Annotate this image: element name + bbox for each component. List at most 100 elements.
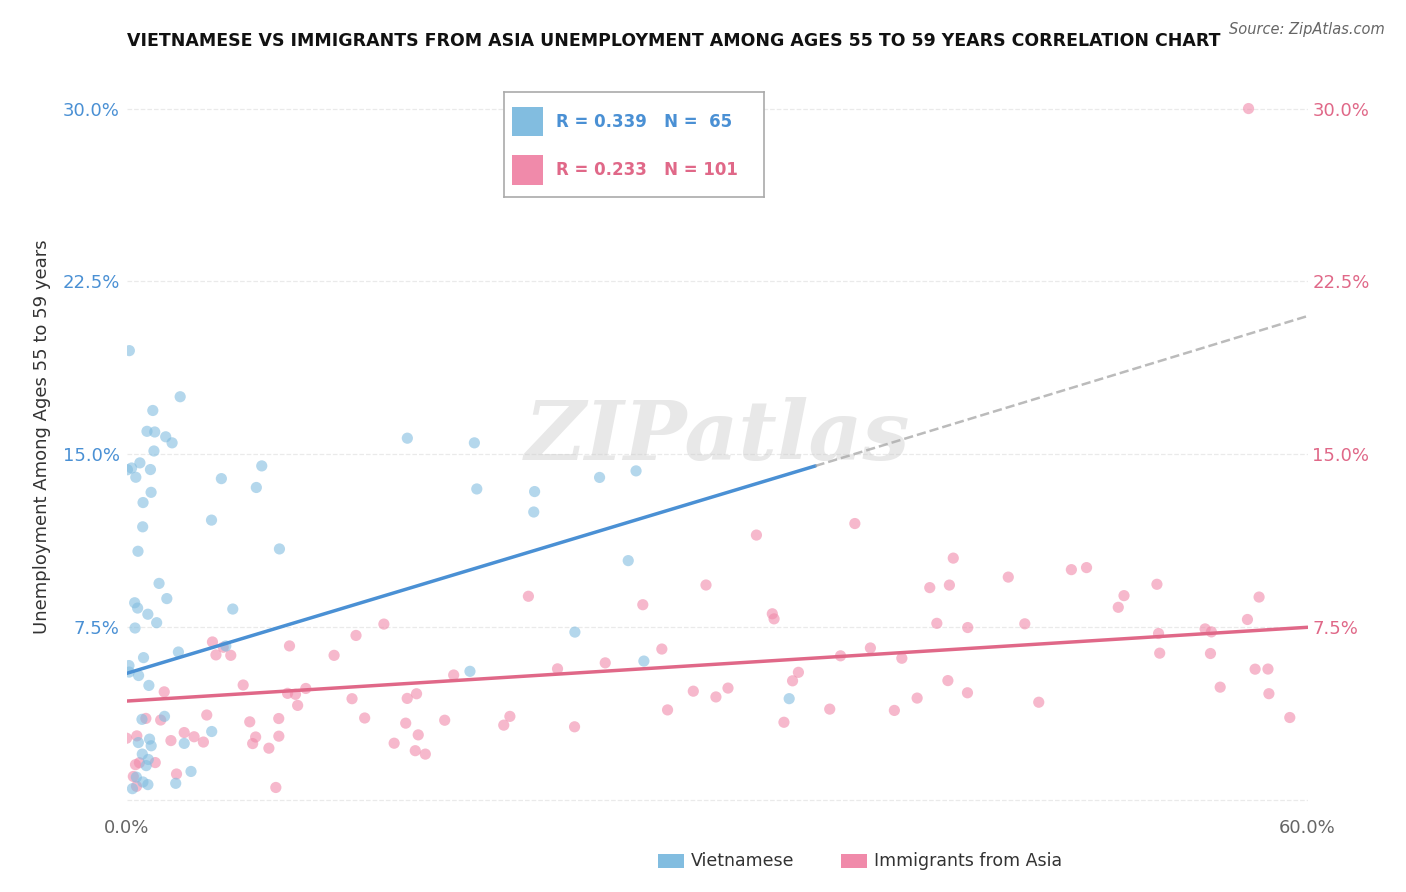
Point (145, 615, 167, 630)
Point (242, 737, 264, 751)
Point (141, 739, 163, 753)
Point (859, 640, 882, 655)
Point (143, 425, 166, 439)
Point (205, 648, 228, 662)
Point (165, 776, 187, 790)
Point (1278, 710, 1301, 724)
Point (1199, 647, 1222, 661)
Point (127, 735, 149, 749)
Point (135, 711, 157, 725)
Point (404, 744, 426, 758)
Point (657, 703, 679, 717)
Point (136, 752, 159, 766)
Point (465, 482, 488, 496)
Text: Vietnamese: Vietnamese (692, 852, 794, 871)
Point (125, 729, 148, 743)
Point (155, 430, 177, 444)
Point (323, 648, 346, 663)
Point (1201, 624, 1223, 639)
Point (344, 628, 367, 642)
Point (340, 691, 363, 706)
Point (633, 654, 655, 668)
Point (128, 456, 150, 470)
Point (131, 712, 153, 726)
Point (136, 607, 159, 622)
Point (125, 470, 148, 484)
Point (433, 713, 456, 727)
Point (160, 435, 183, 450)
Point (139, 485, 162, 500)
Point (277, 686, 299, 700)
Point (142, 444, 165, 458)
Text: Source: ZipAtlas.com: Source: ZipAtlas.com (1229, 22, 1385, 37)
Point (139, 462, 162, 476)
Point (382, 736, 405, 750)
Point (492, 718, 515, 732)
Point (1060, 563, 1083, 577)
Point (1209, 680, 1232, 694)
Point (295, 681, 318, 696)
Point (782, 673, 804, 688)
Point (1112, 589, 1135, 603)
Point (1194, 622, 1216, 636)
Point (443, 668, 465, 682)
Point (143, 756, 166, 770)
Point (131, 747, 153, 761)
Point (153, 685, 176, 699)
Point (717, 681, 740, 695)
Point (118, 665, 141, 679)
Point (883, 703, 905, 717)
Point (136, 425, 159, 439)
Point (745, 528, 768, 542)
Point (763, 612, 786, 626)
Point (918, 581, 941, 595)
Point (406, 728, 429, 742)
Point (132, 650, 155, 665)
Point (267, 712, 290, 726)
Point (222, 602, 245, 616)
Point (135, 758, 157, 772)
Point (167, 645, 190, 659)
Point (373, 617, 395, 632)
Point (121, 461, 143, 475)
Point (195, 708, 218, 723)
Point (269, 541, 291, 556)
Point (127, 544, 149, 558)
Point (564, 720, 586, 734)
Y-axis label: Unemployment Among Ages 55 to 59 years: Unemployment Among Ages 55 to 59 years (34, 240, 51, 634)
Point (695, 578, 717, 592)
Point (1257, 662, 1279, 676)
Point (890, 651, 912, 665)
Point (844, 516, 866, 531)
Point (1257, 687, 1279, 701)
Point (1014, 616, 1036, 631)
Point (132, 775, 155, 789)
Point (156, 591, 179, 606)
Point (523, 484, 546, 499)
Point (956, 686, 979, 700)
Point (938, 578, 960, 592)
Point (219, 648, 242, 663)
Point (830, 648, 852, 663)
Point (1028, 695, 1050, 709)
Point (173, 725, 195, 739)
Point (936, 673, 959, 688)
Point (624, 464, 647, 478)
Point (115, 731, 138, 746)
Point (122, 769, 145, 783)
Point (905, 691, 928, 706)
Point (148, 576, 170, 591)
Point (131, 520, 153, 534)
Point (631, 598, 654, 612)
Point (239, 714, 262, 729)
Point (200, 513, 222, 527)
Point (617, 553, 640, 567)
Point (1076, 560, 1098, 574)
FancyBboxPatch shape (658, 855, 683, 868)
Point (396, 431, 419, 445)
Point (1237, 102, 1260, 116)
Point (588, 470, 610, 484)
Point (1236, 612, 1258, 626)
Point (132, 495, 155, 509)
Point (778, 691, 800, 706)
